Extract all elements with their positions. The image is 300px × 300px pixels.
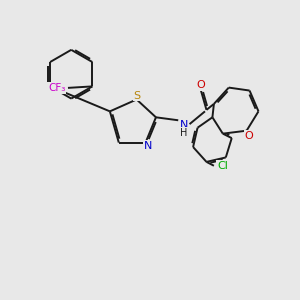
Text: O: O [244, 131, 253, 141]
Text: N: N [180, 120, 188, 130]
Text: N: N [144, 141, 152, 151]
Text: O: O [196, 80, 205, 90]
Text: S: S [134, 91, 141, 100]
Text: Cl: Cl [218, 161, 228, 171]
Text: H: H [181, 128, 188, 138]
Text: CF₃: CF₃ [48, 83, 65, 93]
